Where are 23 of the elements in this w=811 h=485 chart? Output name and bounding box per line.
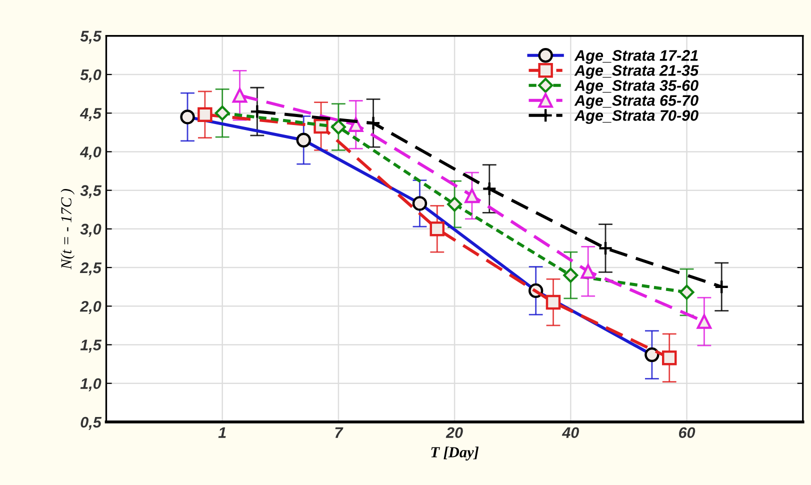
y-axis-title: N(t = - 17C ) [60, 189, 75, 270]
y-tick-label: 0,5 [80, 416, 102, 430]
y-tick-label: 2,5 [80, 262, 102, 276]
y-tick-label: 5,5 [80, 30, 102, 44]
legend-label: Age_Strata 65-70 [574, 95, 698, 109]
legend-label: Age_Strata 17-21 [574, 50, 698, 64]
legend-label: Age_Strata 35-60 [574, 80, 698, 94]
y-tick-label: 4,5 [80, 108, 102, 122]
x-tick-label: 60 [678, 427, 696, 438]
x-axis-title: T [Day] [431, 446, 479, 461]
x-tick-label: 40 [562, 427, 580, 438]
y-tick-label: 2,0 [80, 301, 102, 314]
y-tick-label: 1,5 [80, 340, 102, 353]
y-tick-label: 3,0 [80, 224, 102, 237]
legend-label: Age_Strata 21-35 [574, 65, 699, 79]
y-tick-label: 1,0 [80, 378, 102, 392]
y-tick-label: 5,0 [80, 69, 102, 82]
x-tick-label: 7 [335, 427, 344, 438]
y-tick-label: 4,0 [80, 146, 102, 160]
x-tick-label: 1 [218, 427, 226, 438]
y-tick-label: 3,5 [80, 185, 102, 198]
legend-label: Age_Strata 70-90 [574, 110, 698, 124]
x-tick-label: 20 [446, 427, 463, 438]
